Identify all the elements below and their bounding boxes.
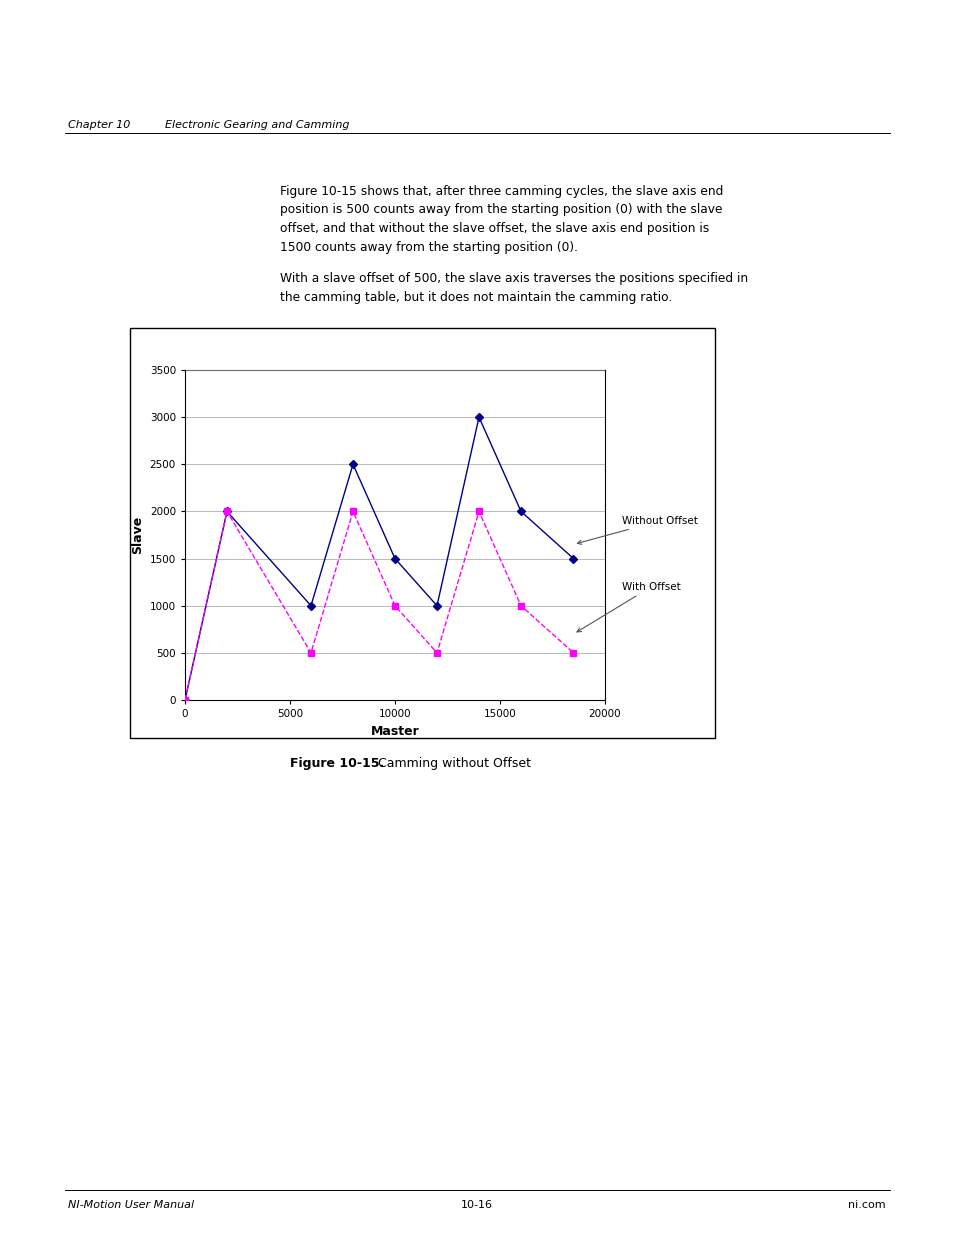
Text: Figure 10-15.: Figure 10-15. [290,757,384,769]
Text: With Offset: With Offset [577,582,679,632]
Text: Figure 10-15 shows that, after three camming cycles, the slave axis end
position: Figure 10-15 shows that, after three cam… [280,185,722,253]
Text: Without Offset: Without Offset [577,516,697,545]
Text: Camming without Offset: Camming without Offset [370,757,531,769]
Text: NI-Motion User Manual: NI-Motion User Manual [68,1200,193,1210]
Text: 10-16: 10-16 [460,1200,493,1210]
Text: ni.com: ni.com [847,1200,885,1210]
Text: Chapter 10: Chapter 10 [68,120,131,130]
Y-axis label: Slave: Slave [131,516,144,555]
Text: Electronic Gearing and Camming: Electronic Gearing and Camming [165,120,349,130]
Text: With a slave offset of 500, the slave axis traverses the positions specified in
: With a slave offset of 500, the slave ax… [280,272,747,304]
X-axis label: Master: Master [370,725,419,737]
